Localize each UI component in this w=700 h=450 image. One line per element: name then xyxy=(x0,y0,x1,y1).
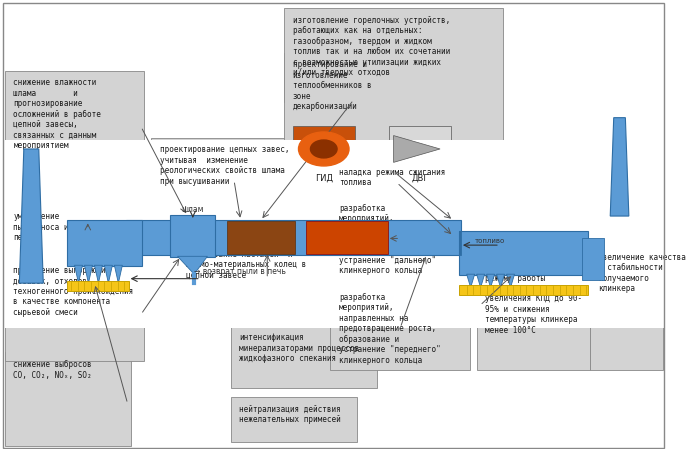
Text: проектирование и
изготовление
теплообменников в
зоне
декарбонизации: проектирование и изготовление теплообмен… xyxy=(293,60,371,111)
FancyBboxPatch shape xyxy=(284,53,424,102)
Polygon shape xyxy=(20,149,43,283)
Text: наладка режима сжигания
топлива: наладка режима сжигания топлива xyxy=(339,168,445,187)
FancyBboxPatch shape xyxy=(178,232,330,317)
FancyBboxPatch shape xyxy=(66,281,129,291)
FancyBboxPatch shape xyxy=(227,221,295,254)
Text: ГИД: ГИД xyxy=(315,174,332,183)
Polygon shape xyxy=(486,274,495,288)
FancyBboxPatch shape xyxy=(5,205,91,254)
FancyBboxPatch shape xyxy=(330,160,450,205)
FancyBboxPatch shape xyxy=(151,138,298,205)
Polygon shape xyxy=(507,274,514,288)
FancyBboxPatch shape xyxy=(458,285,587,295)
Polygon shape xyxy=(467,274,475,288)
FancyBboxPatch shape xyxy=(293,126,355,172)
FancyBboxPatch shape xyxy=(231,326,377,388)
FancyBboxPatch shape xyxy=(231,397,357,442)
Polygon shape xyxy=(85,265,92,283)
FancyBboxPatch shape xyxy=(1,140,666,328)
Polygon shape xyxy=(178,256,207,274)
Text: снижение влажности
шлама        и
прогнозирование
осложнений в работе
цепной зав: снижение влажности шлама и прогнозирован… xyxy=(13,78,102,150)
Text: применение выгорающих
добавок, отходов
техногенного происхождения
в качестве ком: применение выгорающих добавок, отходов т… xyxy=(13,266,134,317)
FancyBboxPatch shape xyxy=(389,126,452,172)
Text: увеличение качества
и стабильности
получаемого
клинкера: увеличение качества и стабильности получ… xyxy=(598,253,686,293)
Polygon shape xyxy=(94,265,102,283)
FancyBboxPatch shape xyxy=(330,285,470,370)
Polygon shape xyxy=(114,265,122,283)
Polygon shape xyxy=(477,274,484,288)
FancyBboxPatch shape xyxy=(5,259,144,361)
Text: уменьшение
пылевыноса из
печи: уменьшение пылевыноса из печи xyxy=(13,212,74,242)
FancyBboxPatch shape xyxy=(307,221,388,254)
Text: оптимизация
аэродинамического
режима работы
холодильника с целью
увеличения КПД : оптимизация аэродинамического режима раб… xyxy=(485,253,582,335)
Text: проектирование цепных завес,
учитывая  изменение
реологических свойств шлама
при: проектирование цепных завес, учитывая из… xyxy=(160,145,289,185)
Polygon shape xyxy=(104,265,113,283)
Polygon shape xyxy=(610,117,629,216)
Circle shape xyxy=(311,140,337,158)
Polygon shape xyxy=(74,265,83,283)
Polygon shape xyxy=(393,135,440,162)
FancyBboxPatch shape xyxy=(5,71,144,174)
FancyBboxPatch shape xyxy=(5,352,131,446)
Text: устранение или уменьшение
образование настылей  и
шламо-материальных колец в
цеп: устранение или уменьшение образование на… xyxy=(186,239,307,279)
Circle shape xyxy=(298,132,349,166)
FancyBboxPatch shape xyxy=(582,238,604,279)
Text: интенсификация
минерализаторами процессов
жидкофазного спекания: интенсификация минерализаторами процессо… xyxy=(239,333,360,363)
FancyBboxPatch shape xyxy=(477,245,589,370)
Polygon shape xyxy=(496,274,505,288)
Text: ДВГ: ДВГ xyxy=(412,174,429,183)
Text: топливо: топливо xyxy=(475,238,505,244)
FancyBboxPatch shape xyxy=(589,245,663,370)
Text: разработка
мероприятий,
направленных на
предотвращение роста,
образование и
устр: разработка мероприятий, направленных на … xyxy=(339,203,436,275)
FancyBboxPatch shape xyxy=(284,8,503,183)
Text: снижение выбросов
CO, CO₂, NOₓ, SO₂: снижение выбросов CO, CO₂, NOₓ, SO₂ xyxy=(13,360,92,379)
FancyBboxPatch shape xyxy=(458,231,587,275)
Text: → возврат пыли в печь: → возврат пыли в печь xyxy=(194,267,286,276)
FancyBboxPatch shape xyxy=(330,196,470,281)
FancyBboxPatch shape xyxy=(169,215,216,257)
Text: шлам: шлам xyxy=(181,205,204,214)
Text: изготовление горелочных устройств,
работающих как на отдельных:
газообразном, тв: изготовление горелочных устройств, работ… xyxy=(293,16,450,77)
Text: разработка
мероприятий,
направленных на
предотвращение роста,
образование и
устр: разработка мероприятий, направленных на … xyxy=(339,293,441,364)
FancyBboxPatch shape xyxy=(126,220,461,255)
Text: нейтрализация действия
нежелательных примесей: нейтрализация действия нежелательных при… xyxy=(239,405,341,424)
FancyBboxPatch shape xyxy=(66,220,142,266)
